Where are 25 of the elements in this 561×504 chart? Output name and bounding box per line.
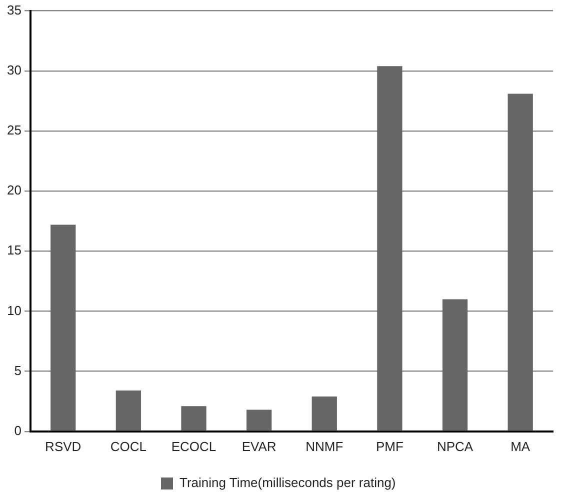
x-tick-label: ECOCL — [171, 438, 216, 454]
y-tick-label: 5 — [14, 362, 22, 378]
x-tick-label: MA — [510, 438, 530, 454]
bar — [377, 66, 402, 431]
bar — [246, 410, 272, 431]
x-tick-label: COCL — [110, 438, 146, 454]
bar — [508, 94, 533, 431]
y-tick-label: 10 — [6, 302, 22, 318]
y-tick-label: 35 — [6, 2, 22, 18]
x-tick-label: NPCA — [436, 438, 474, 454]
x-tick-label: NNMF — [306, 438, 344, 454]
bar — [181, 406, 206, 431]
bar — [442, 299, 468, 431]
y-tick-label: 15 — [6, 242, 22, 258]
y-tick-label: 20 — [6, 182, 22, 198]
y-tick-label: 0 — [14, 422, 22, 438]
x-tick-label: PMF — [376, 438, 404, 454]
x-tick-label: RSVD — [45, 438, 82, 454]
legend-label: Training Time(milliseconds per rating) — [180, 475, 396, 490]
bar — [50, 224, 76, 431]
bar — [116, 390, 142, 431]
x-tick-label: EVAR — [242, 438, 276, 454]
bar — [312, 396, 337, 431]
y-tick-label: 30 — [6, 62, 22, 78]
y-tick-label: 25 — [6, 122, 22, 138]
